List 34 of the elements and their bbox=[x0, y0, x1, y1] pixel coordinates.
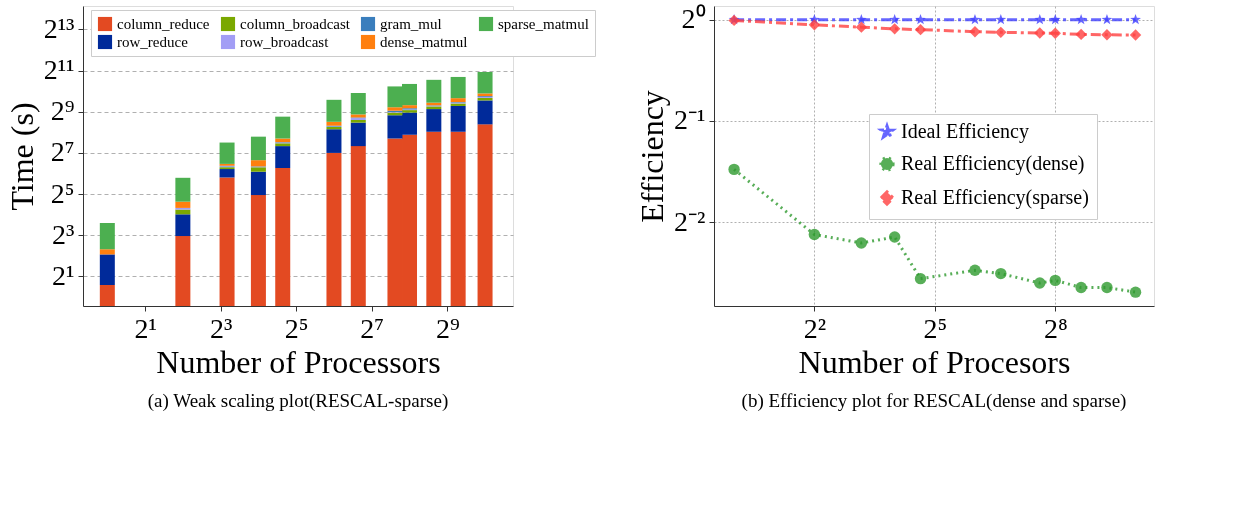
x-axis-title: Number of Processors bbox=[156, 343, 441, 380]
x-tick-label: 2⁵ bbox=[923, 312, 948, 344]
x-tick-label: 2⁹ bbox=[435, 312, 460, 344]
legend-label: row_reduce bbox=[117, 34, 189, 50]
x-tick-label: 2¹ bbox=[134, 312, 157, 344]
y-tick-label: 2¹ bbox=[52, 259, 75, 291]
y-tick-label: 2⁻¹ bbox=[674, 104, 706, 136]
text: (b) Efficiency plot for RESCAL(dense and sparse) bbox=[741, 390, 1127, 412]
legend-label: Ideal Efficiency bbox=[901, 120, 1029, 143]
x-tick-label: 2⁷ bbox=[360, 312, 385, 344]
legend-label: gram_mul bbox=[380, 16, 442, 32]
y-tick-label: 2⁵ bbox=[50, 177, 75, 209]
legend-label: Real Efficiency(dense) bbox=[901, 152, 1085, 175]
y-tick-label: 2⁷ bbox=[50, 136, 75, 168]
y-tick-label: 2¹¹ bbox=[43, 54, 75, 86]
y-axis-title: Time (s) bbox=[3, 102, 40, 211]
legend-label: column_reduce bbox=[117, 16, 210, 32]
x-tick-label: 2⁸ bbox=[1043, 312, 1068, 344]
x-tick-label: 2³ bbox=[209, 312, 233, 344]
legend-label: row_broadcast bbox=[240, 34, 330, 50]
x-axis-title: Number of Procesors bbox=[798, 343, 1071, 380]
y-tick-label: 2⁰ bbox=[681, 3, 706, 35]
y-axis-title: Efficiency bbox=[634, 90, 671, 223]
y-tick-label: 2³ bbox=[52, 218, 75, 250]
y-tick-label: 2¹³ bbox=[43, 12, 75, 44]
y-tick-label: 2⁻² bbox=[674, 205, 706, 237]
y-tick-label: 2⁹ bbox=[50, 95, 75, 127]
legend-label: sparse_matmul bbox=[498, 16, 589, 32]
legend-label: dense_matmul bbox=[380, 34, 468, 50]
text: (a) Weak scaling plot(RESCAL-sparse) bbox=[147, 390, 449, 412]
x-tick-label: 2² bbox=[803, 312, 827, 344]
x-tick-label: 2⁵ bbox=[284, 312, 309, 344]
legend-label: Real Efficiency(sparse) bbox=[901, 186, 1089, 209]
legend-label: column_broadcast bbox=[240, 16, 351, 32]
